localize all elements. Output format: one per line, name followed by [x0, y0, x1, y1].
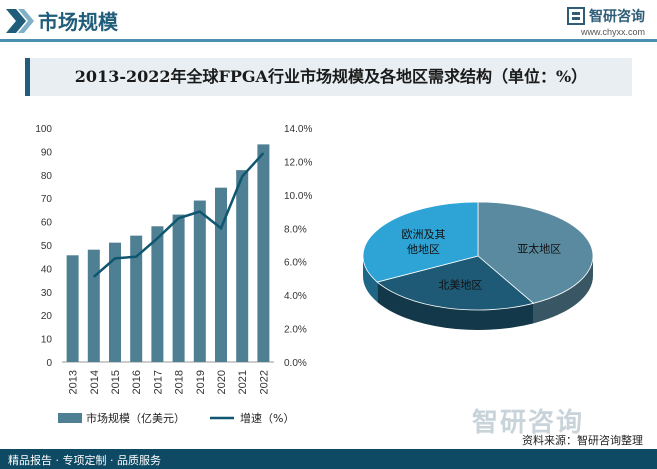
- brand-url: www.chyxx.com: [580, 27, 645, 37]
- header-title: 市场规模: [38, 10, 118, 34]
- y-left-tick-label: 90: [41, 147, 53, 158]
- legend-swatch-bar: [58, 413, 82, 423]
- x-tick-label: 2014: [89, 370, 101, 394]
- header: 市场规模 智研咨询 www.chyxx.com: [0, 0, 657, 42]
- x-tick-label: 2015: [110, 370, 122, 394]
- footer-services: 精品报告 · 专项定制 · 品质服务: [8, 454, 161, 467]
- x-tick-label: 2016: [131, 370, 143, 394]
- bar: [66, 255, 79, 362]
- bar: [172, 214, 185, 362]
- source-note: 资料来源：智研咨询整理: [522, 434, 643, 447]
- pie-slice: [477, 201, 594, 304]
- bar: [193, 200, 206, 362]
- pie-slice-side: [533, 256, 593, 324]
- x-tick-label: 2021: [237, 370, 249, 394]
- growth-line: [92, 152, 265, 278]
- x-tick-label: 2019: [195, 370, 207, 394]
- chart-title: 2013-2022年全球FPGA行业市场规模及各地区需求结构（单位：%）: [25, 58, 632, 96]
- x-tick-label: 2013: [68, 370, 80, 394]
- y-right-tick-label: 0.0%: [284, 358, 307, 369]
- bar: [109, 242, 121, 362]
- brand: 智研咨询: [567, 6, 645, 26]
- bar: [130, 235, 143, 362]
- brand-name: 智研咨询: [589, 9, 645, 25]
- bar: [151, 226, 164, 362]
- brand-logo-icon: [567, 7, 585, 25]
- y-left-tick-label: 100: [35, 124, 52, 135]
- y-right-tick-label: 2.0%: [284, 325, 307, 336]
- x-tick-label: 2020: [216, 370, 228, 394]
- y-right-tick-label: 10.0%: [284, 191, 312, 202]
- y-right-tick-label: 6.0%: [284, 258, 307, 269]
- pie-slice-label: 亚太地区: [517, 243, 561, 256]
- x-tick-label: 2022: [258, 370, 270, 394]
- legend-label-bar: 市场规模（亿美元）: [86, 411, 185, 425]
- bar: [87, 249, 100, 362]
- header-divider: [0, 39, 657, 42]
- pie-slice-label: 北美地区: [438, 279, 482, 292]
- y-left-tick-label: 60: [41, 218, 53, 229]
- y-right-tick-label: 8.0%: [284, 224, 307, 235]
- y-left-tick-label: 10: [41, 335, 53, 346]
- y-left-tick-label: 50: [41, 241, 53, 252]
- pie-slice-side: [377, 282, 534, 330]
- y-left-tick-label: 40: [41, 264, 53, 275]
- footer-bar: [0, 449, 657, 469]
- y-right-tick-label: 4.0%: [284, 291, 307, 302]
- y-left-tick-label: 70: [41, 194, 53, 205]
- pie-slice-label: 欧洲及其他地区: [402, 228, 446, 256]
- legend-label-line: 增速（%）: [240, 411, 294, 425]
- y-left-tick-label: 20: [41, 311, 53, 322]
- y-left-tick-label: 80: [41, 171, 53, 182]
- watermark-text: 智研咨询: [472, 408, 585, 438]
- pie-slice-side: [363, 256, 378, 303]
- pie-slice: [376, 255, 535, 311]
- y-left-tick-label: 0: [46, 358, 52, 369]
- x-tick-label: 2017: [152, 370, 164, 394]
- y-left-tick-label: 30: [41, 288, 53, 299]
- pie-slice: [362, 201, 479, 283]
- bar: [257, 144, 270, 362]
- bar: [236, 170, 249, 362]
- header-chevron-icon: [6, 9, 34, 33]
- x-tick-label: 2018: [174, 370, 186, 394]
- y-right-tick-label: 12.0%: [284, 157, 312, 168]
- y-right-tick-label: 14.0%: [284, 124, 312, 135]
- bar: [215, 187, 227, 362]
